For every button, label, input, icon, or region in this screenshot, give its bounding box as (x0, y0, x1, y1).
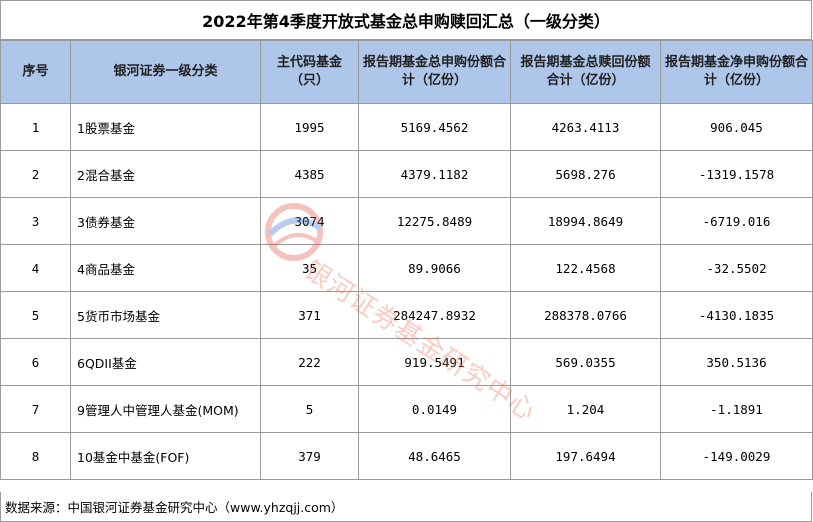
cell-no: 7 (0, 385, 71, 433)
table-header-row: 序号 银河证券一级分类 主代码基金（只） 报告期基金总申购份额合计（亿份） 报告… (0, 40, 813, 104)
cell-no: 2 (0, 150, 71, 198)
data-source-note: 数据来源：中国银河证券基金研究中心（www.yhzqjj.com） (0, 492, 812, 522)
cell-count: 4385 (260, 150, 359, 198)
cell-purchase: 0.0149 (358, 385, 511, 433)
cell-net: -1319.1578 (660, 150, 813, 198)
col-header-redemption: 报告期基金总赎回份额合计（亿份） (510, 40, 661, 104)
cell-no: 6 (0, 338, 71, 386)
cell-redemption: 1.204 (510, 385, 661, 433)
cell-category: 6QDII基金 (70, 338, 261, 386)
cell-purchase: 48.6465 (358, 432, 511, 480)
cell-count: 5 (260, 385, 359, 433)
table-row: 4 4商品基金 35 89.9066 122.4568 -32.5502 (0, 244, 813, 292)
cell-category: 9管理人中管理人基金(MOM) (70, 385, 261, 433)
cell-no: 4 (0, 244, 71, 292)
cell-no: 5 (0, 291, 71, 339)
table-row: 5 5货币市场基金 371 284247.8932 288378.0766 -4… (0, 291, 813, 339)
cell-category: 2混合基金 (70, 150, 261, 198)
cell-category: 5货币市场基金 (70, 291, 261, 339)
cell-purchase: 284247.8932 (358, 291, 511, 339)
cell-count: 3074 (260, 197, 359, 245)
cell-redemption: 4263.4113 (510, 103, 661, 151)
cell-category: 3债券基金 (70, 197, 261, 245)
cell-net: -6719.016 (660, 197, 813, 245)
cell-category: 10基金中基金(FOF) (70, 432, 261, 480)
cell-no: 8 (0, 432, 71, 480)
cell-redemption: 18994.8649 (510, 197, 661, 245)
cell-redemption: 288378.0766 (510, 291, 661, 339)
cell-count: 1995 (260, 103, 359, 151)
cell-count: 379 (260, 432, 359, 480)
table-row: 3 3债券基金 3074 12275.8489 18994.8649 -6719… (0, 197, 813, 245)
cell-purchase: 5169.4562 (358, 103, 511, 151)
table-row: 6 6QDII基金 222 919.5491 569.0355 350.5136 (0, 338, 813, 386)
fund-summary-table: 序号 银河证券一级分类 主代码基金（只） 报告期基金总申购份额合计（亿份） 报告… (0, 40, 813, 480)
table-title: 2022年第4季度开放式基金总申购赎回汇总（一级分类） (0, 0, 812, 40)
cell-no: 1 (0, 103, 71, 151)
cell-redemption: 5698.276 (510, 150, 661, 198)
cell-redemption: 197.6494 (510, 432, 661, 480)
cell-net: 350.5136 (660, 338, 813, 386)
table-row: 2 2混合基金 4385 4379.1182 5698.276 -1319.15… (0, 150, 813, 198)
cell-count: 222 (260, 338, 359, 386)
cell-category: 4商品基金 (70, 244, 261, 292)
cell-purchase: 12275.8489 (358, 197, 511, 245)
col-header-no: 序号 (0, 40, 71, 104)
table-row: 7 9管理人中管理人基金(MOM) 5 0.0149 1.204 -1.1891 (0, 385, 813, 433)
cell-redemption: 569.0355 (510, 338, 661, 386)
table-row: 8 10基金中基金(FOF) 379 48.6465 197.6494 -149… (0, 432, 813, 480)
cell-count: 35 (260, 244, 359, 292)
col-header-purchase: 报告期基金总申购份额合计（亿份） (358, 40, 511, 104)
cell-net: -149.0029 (660, 432, 813, 480)
cell-count: 371 (260, 291, 359, 339)
cell-net: -4130.1835 (660, 291, 813, 339)
cell-purchase: 919.5491 (358, 338, 511, 386)
table-row: 1 1股票基金 1995 5169.4562 4263.4113 906.045 (0, 103, 813, 151)
cell-net: 906.045 (660, 103, 813, 151)
cell-net: -1.1891 (660, 385, 813, 433)
cell-category: 1股票基金 (70, 103, 261, 151)
cell-net: -32.5502 (660, 244, 813, 292)
cell-purchase: 89.9066 (358, 244, 511, 292)
col-header-count: 主代码基金（只） (260, 40, 359, 104)
cell-no: 3 (0, 197, 71, 245)
col-header-net: 报告期基金净申购份额合计（亿份） (660, 40, 813, 104)
cell-purchase: 4379.1182 (358, 150, 511, 198)
col-header-category: 银河证券一级分类 (70, 40, 261, 104)
cell-redemption: 122.4568 (510, 244, 661, 292)
